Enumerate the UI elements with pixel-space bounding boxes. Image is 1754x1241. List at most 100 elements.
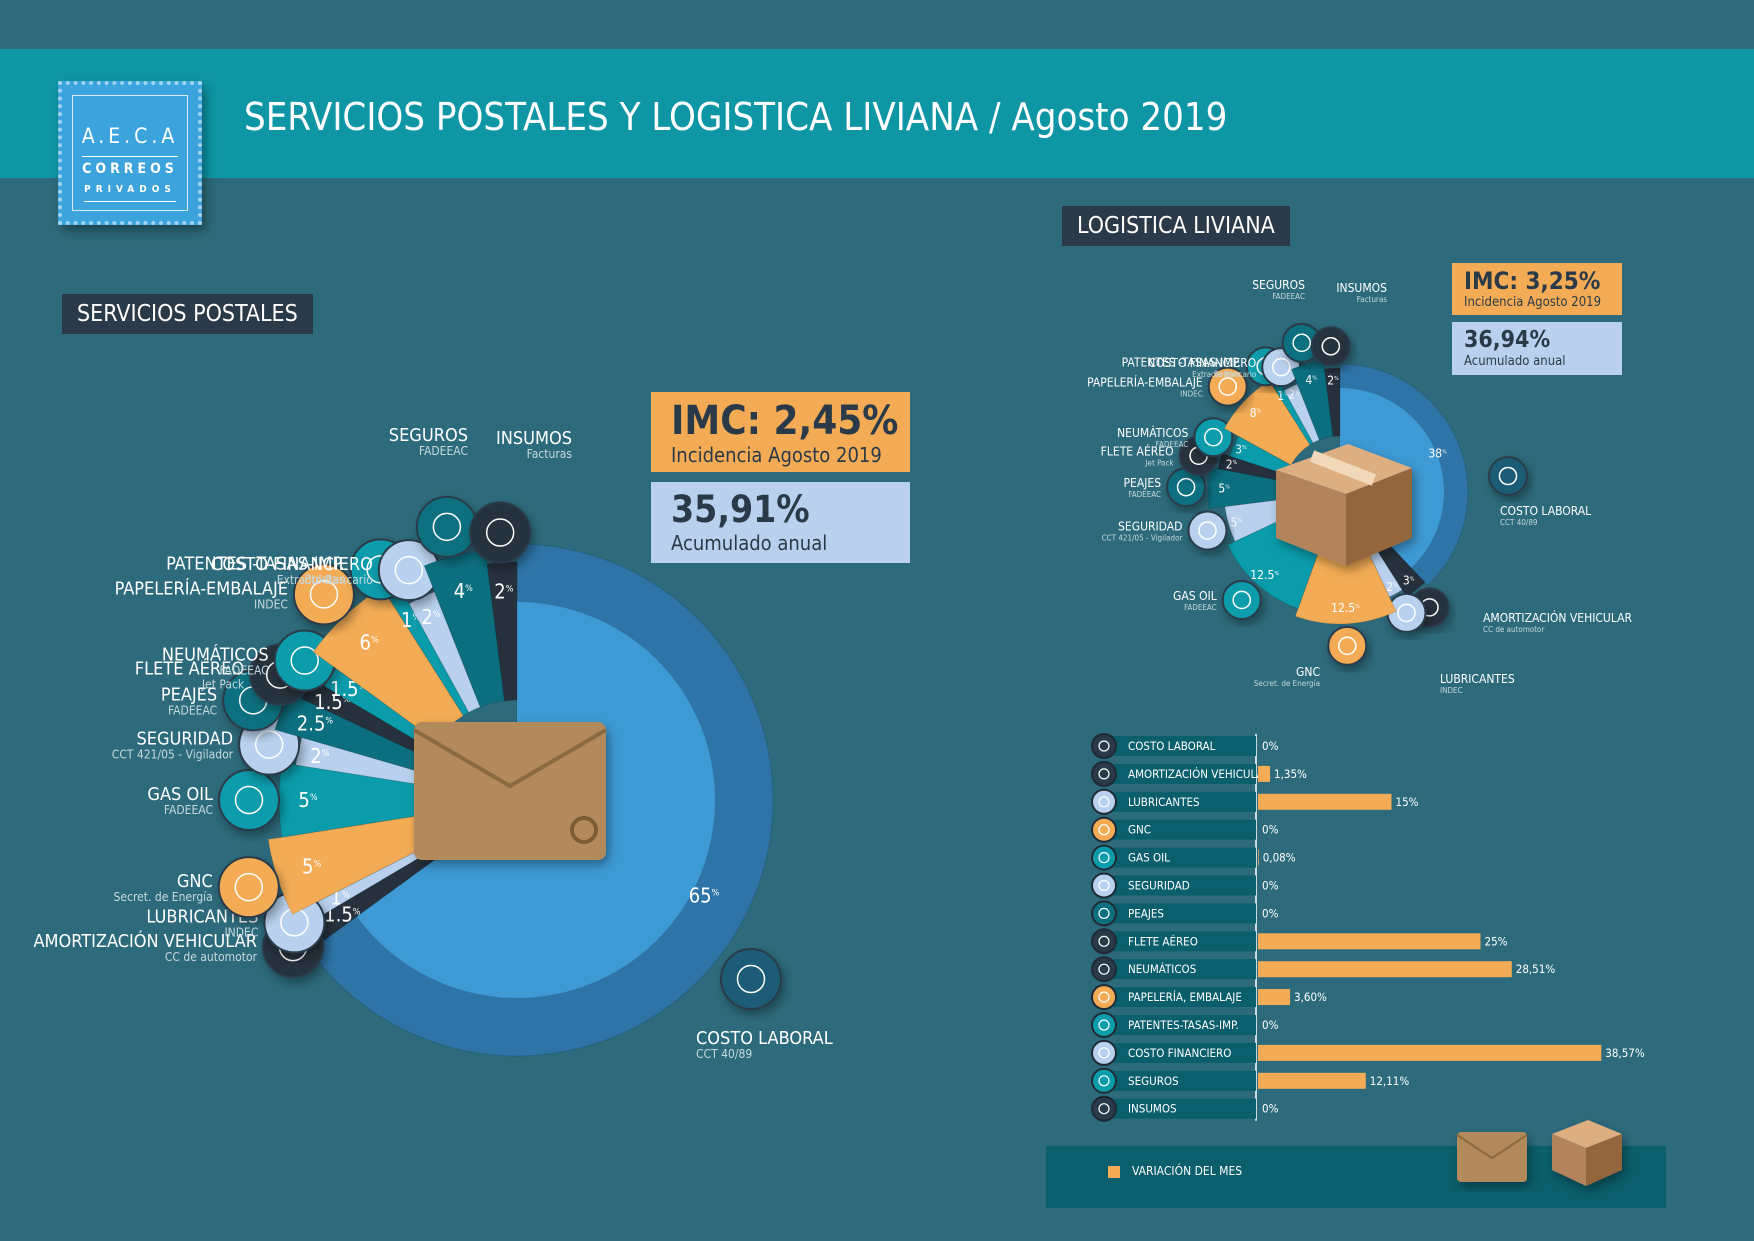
bar-toll-barrier-icon <box>1091 900 1117 927</box>
bar-category-lubricantes: LUBRICANTES <box>1128 795 1200 809</box>
source-label-gas-oil: FADEEAC <box>164 803 213 817</box>
bar-padlock-icon <box>1091 1067 1117 1094</box>
category-label-flete-aereo: FLETE AÉREO <box>1101 444 1174 459</box>
logistica-acum-caption: Acumulado anual <box>1464 354 1566 369</box>
value-label-peajes: 5% <box>1218 482 1230 496</box>
logistica-acum-value: 36,94% <box>1464 327 1551 353</box>
logo-line2: CORREOS <box>82 156 178 177</box>
postales-acum-box: 35,91% Acumulado anual <box>651 482 910 563</box>
bar-value-gas-oil: 0,08% <box>1263 851 1296 865</box>
bar-row-bg-insumos <box>1104 1098 1256 1119</box>
dollar-coin-icon <box>720 948 782 1010</box>
envelope-icon <box>412 722 608 860</box>
bar-category-costo-laboral: COSTO LABORAL <box>1128 739 1216 753</box>
postales-imc-box: IMC: 2,45% Incidencia Agosto 2019 <box>651 392 910 472</box>
value-label-seguridad: 5% <box>1231 515 1243 529</box>
bar-category-seguridad: SEGURIDAD <box>1128 879 1190 893</box>
category-label-seguridad: SEGURIDAD <box>136 729 233 750</box>
category-label-lubricantes: LUBRICANTES <box>1440 672 1515 686</box>
bar-papeleria-embalaje <box>1258 989 1291 1006</box>
bar-box-icon <box>1091 984 1117 1011</box>
category-label-costo-financiero: COSTO FINANCIERO <box>1148 356 1256 370</box>
postales-section-label: SERVICIOS POSTALES <box>62 294 313 334</box>
bar-pie-chart-icon <box>1091 1039 1117 1066</box>
category-label-peajes: PEAJES <box>161 684 217 705</box>
bar-row-bg-patentes-tasas-imp <box>1104 1015 1256 1035</box>
bar-value-insumos: 0% <box>1262 1102 1279 1116</box>
source-label-seguridad: CCT 421/05 - Vigilador <box>1102 534 1183 543</box>
source-label-costo-laboral: CCT 40/89 <box>696 1047 752 1061</box>
value-label-flete-aereo: 2% <box>1226 457 1238 471</box>
slice-insumos <box>1323 367 1341 438</box>
legend-label: VARIACIÓN DEL MES <box>1132 1164 1243 1178</box>
source-label-lubricantes: INDEC <box>1440 686 1463 695</box>
slice-costo-financiero <box>1283 383 1321 444</box>
postales-imc-caption: Incidencia Agosto 2019 <box>671 443 882 467</box>
bar-value-flete-aereo: 25% <box>1485 934 1508 948</box>
bar-category-insumos: INSUMOS <box>1128 1102 1177 1116</box>
source-label-costo-financiero: Extracto Bancario <box>1192 370 1257 379</box>
bar-category-seguros: SEGUROS <box>1128 1074 1179 1088</box>
source-label-patentes-tasas-imp: Boletas <box>304 572 345 586</box>
source-label-papeleria-embalaje: INDEC <box>254 597 288 611</box>
source-label-flete-aereo: Jet Pack <box>201 678 245 692</box>
postales-acum-value: 35,91% <box>671 488 810 531</box>
bar-costo-financiero <box>1258 1044 1602 1061</box>
bar-category-patentes-tasas-imp: PATENTES-TASAS-IMP. <box>1128 1018 1239 1032</box>
bar-airplane-icon <box>1091 928 1117 955</box>
bar-value-peajes: 0% <box>1262 906 1279 920</box>
bar-category-amortizacion-vehicular: AMORTIZACIÓN VEHICULAR <box>1128 766 1271 781</box>
category-label-insumos: INSUMOS <box>496 428 572 449</box>
bar-row-bg-gnc <box>1104 819 1256 840</box>
category-label-costo-financiero: COSTO FINANCIERO <box>211 554 373 575</box>
category-label-seguros: SEGUROS <box>1252 278 1305 292</box>
source-label-seguridad: CCT 421/05 - Vigilador <box>112 748 234 762</box>
bar-value-patentes-tasas-imp: 0% <box>1262 1018 1279 1032</box>
source-label-gas-oil: FADEEAC <box>1184 603 1217 612</box>
value-label-seguros: 4% <box>1305 373 1317 387</box>
source-label-amortizacion-vehicular: CC de automotor <box>1483 625 1544 634</box>
invoice-icon <box>1310 326 1351 367</box>
bar-truck-icon <box>1091 760 1117 787</box>
bar-license-plate-icon <box>1091 1012 1117 1038</box>
logistica-imc-caption: Incidencia Agosto 2019 <box>1464 295 1602 310</box>
bar-value-papeleria-embalaje: 3,60% <box>1294 990 1327 1004</box>
bar-row-bg-seguros <box>1104 1070 1256 1091</box>
legend-envelope-icon <box>1456 1132 1528 1182</box>
bar-gas-tank-icon <box>1091 844 1117 871</box>
category-label-patentes-tasas-imp: PATENTES -TASAS-IMP. <box>166 553 345 574</box>
category-label-insumos: INSUMOS <box>1336 281 1387 295</box>
source-label-insumos: Facturas <box>527 447 573 461</box>
logo-line1: A.E.C.A <box>81 124 179 148</box>
category-label-amortizacion-vehicular: AMORTIZACIÓN VEHICULAR <box>1483 610 1633 625</box>
bar-value-costo-financiero: 38,57% <box>1605 1046 1645 1060</box>
logistica-imc-box: IMC: 3,25% Incidencia Agosto 2019 <box>1452 263 1622 315</box>
header-bar <box>0 49 1754 178</box>
value-label-gas-oil: 12.5% <box>1250 568 1279 582</box>
aeca-logo-stamp: A.E.C.A CORREOS PRIVADOS <box>58 81 202 225</box>
source-label-amortizacion-vehicular: CC de automotor <box>165 950 258 964</box>
slice-seguros <box>1290 360 1334 441</box>
source-label-insumos: Facturas <box>1357 295 1388 304</box>
category-label-papeleria-embalaje: PAPELERÍA-EMBALAJE <box>1087 375 1203 390</box>
value-label-insumos: 2% <box>1327 373 1339 387</box>
bar-category-gas-oil: GAS OIL <box>1128 851 1170 865</box>
bar-value-lubricantes: 15% <box>1396 795 1419 809</box>
category-label-seguros: SEGUROS <box>389 425 468 446</box>
bar-neumaticos <box>1258 961 1512 978</box>
bar-row-bg-papeleria-embalaje <box>1104 987 1256 1008</box>
source-label-gnc: Secret. de Energía <box>114 890 213 904</box>
bar-row-bg-flete-aereo <box>1104 931 1256 952</box>
bar-row-bg-neumaticos <box>1104 959 1256 980</box>
dollar-coin-icon <box>1488 456 1528 496</box>
source-label-seguros: FADEEAC <box>419 444 468 458</box>
box-icon <box>1276 444 1412 566</box>
bar-value-amortizacion-vehicular: 1,35% <box>1274 767 1307 781</box>
category-label-amortizacion-vehicular: AMORTIZACIÓN VEHICULAR <box>33 930 257 952</box>
variacion-bar-chart: COSTO LABORAL 0% AMORTIZACIÓN VEHICULAR 1,3… <box>1091 733 1645 1122</box>
value-label-neumaticos: 3% <box>1235 442 1247 456</box>
fuel-pump-icon <box>217 856 280 919</box>
bar-value-costo-laboral: 0% <box>1262 739 1279 753</box>
bar-row-bg-lubricantes <box>1104 791 1256 812</box>
